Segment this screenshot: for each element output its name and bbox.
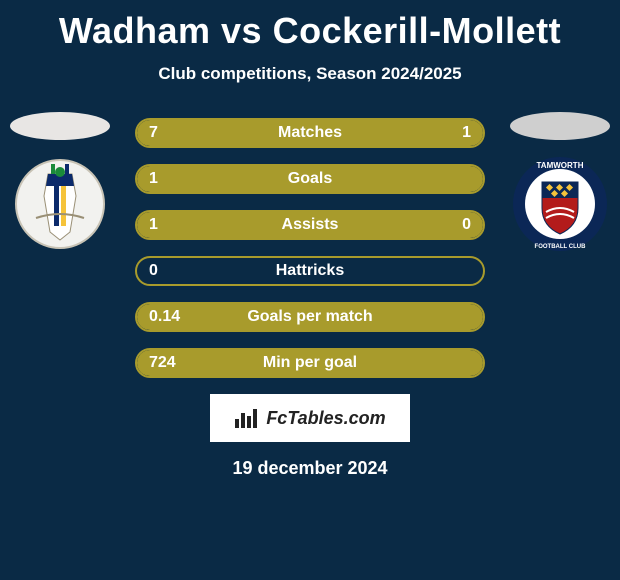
stat-value-right: 1: [433, 124, 483, 142]
logo-text: FcTables.com: [266, 408, 385, 429]
stat-value-left: 0.14: [137, 308, 187, 326]
svg-text:TAMWORTH: TAMWORTH: [537, 161, 584, 170]
player2-column: TAMWORTH FOOTBALL CLUB: [510, 112, 610, 254]
stat-row: 7Matches1: [135, 118, 485, 148]
stat-value-left: 7: [137, 124, 187, 142]
player2-ellipse: [510, 112, 610, 140]
stat-value-right: 0: [433, 216, 483, 234]
player1-column: [10, 112, 110, 254]
stats-rows: 7Matches11Goals1Assists00Hattricks0.14Go…: [135, 118, 485, 378]
stat-value-left: 1: [137, 216, 187, 234]
subtitle: Club competitions, Season 2024/2025: [0, 64, 620, 84]
stat-row: 724Min per goal: [135, 348, 485, 378]
stat-value-left: 724: [137, 354, 187, 372]
stat-row: 0Hattricks: [135, 256, 485, 286]
stat-row: 1Assists0: [135, 210, 485, 240]
stat-label: Matches: [187, 124, 433, 142]
stat-label: Goals per match: [187, 308, 433, 326]
svg-text:FOOTBALL CLUB: FOOTBALL CLUB: [535, 244, 587, 250]
comparison-card: Wadham vs Cockerill-Mollett Club competi…: [0, 0, 620, 580]
crest-right-svg: TAMWORTH FOOTBALL CLUB: [510, 154, 610, 254]
page-title: Wadham vs Cockerill-Mollett: [0, 0, 620, 52]
stat-label: Goals: [187, 170, 433, 188]
player2-crest: TAMWORTH FOOTBALL CLUB: [510, 154, 610, 254]
player1-ellipse: [10, 112, 110, 140]
player1-crest: [10, 154, 110, 254]
content-area: TAMWORTH FOOTBALL CLUB 7Matches11: [0, 118, 620, 479]
bars-icon: [234, 407, 260, 429]
stat-label: Min per goal: [187, 354, 433, 372]
fctables-logo[interactable]: FcTables.com: [210, 394, 410, 442]
stat-row: 0.14Goals per match: [135, 302, 485, 332]
stat-value-left: 0: [137, 262, 187, 280]
crest-left-svg: [10, 154, 110, 254]
date-text: 19 december 2024: [0, 458, 620, 479]
stat-label: Assists: [187, 216, 433, 234]
stat-row: 1Goals: [135, 164, 485, 194]
stat-value-left: 1: [137, 170, 187, 188]
stat-label: Hattricks: [187, 262, 433, 280]
